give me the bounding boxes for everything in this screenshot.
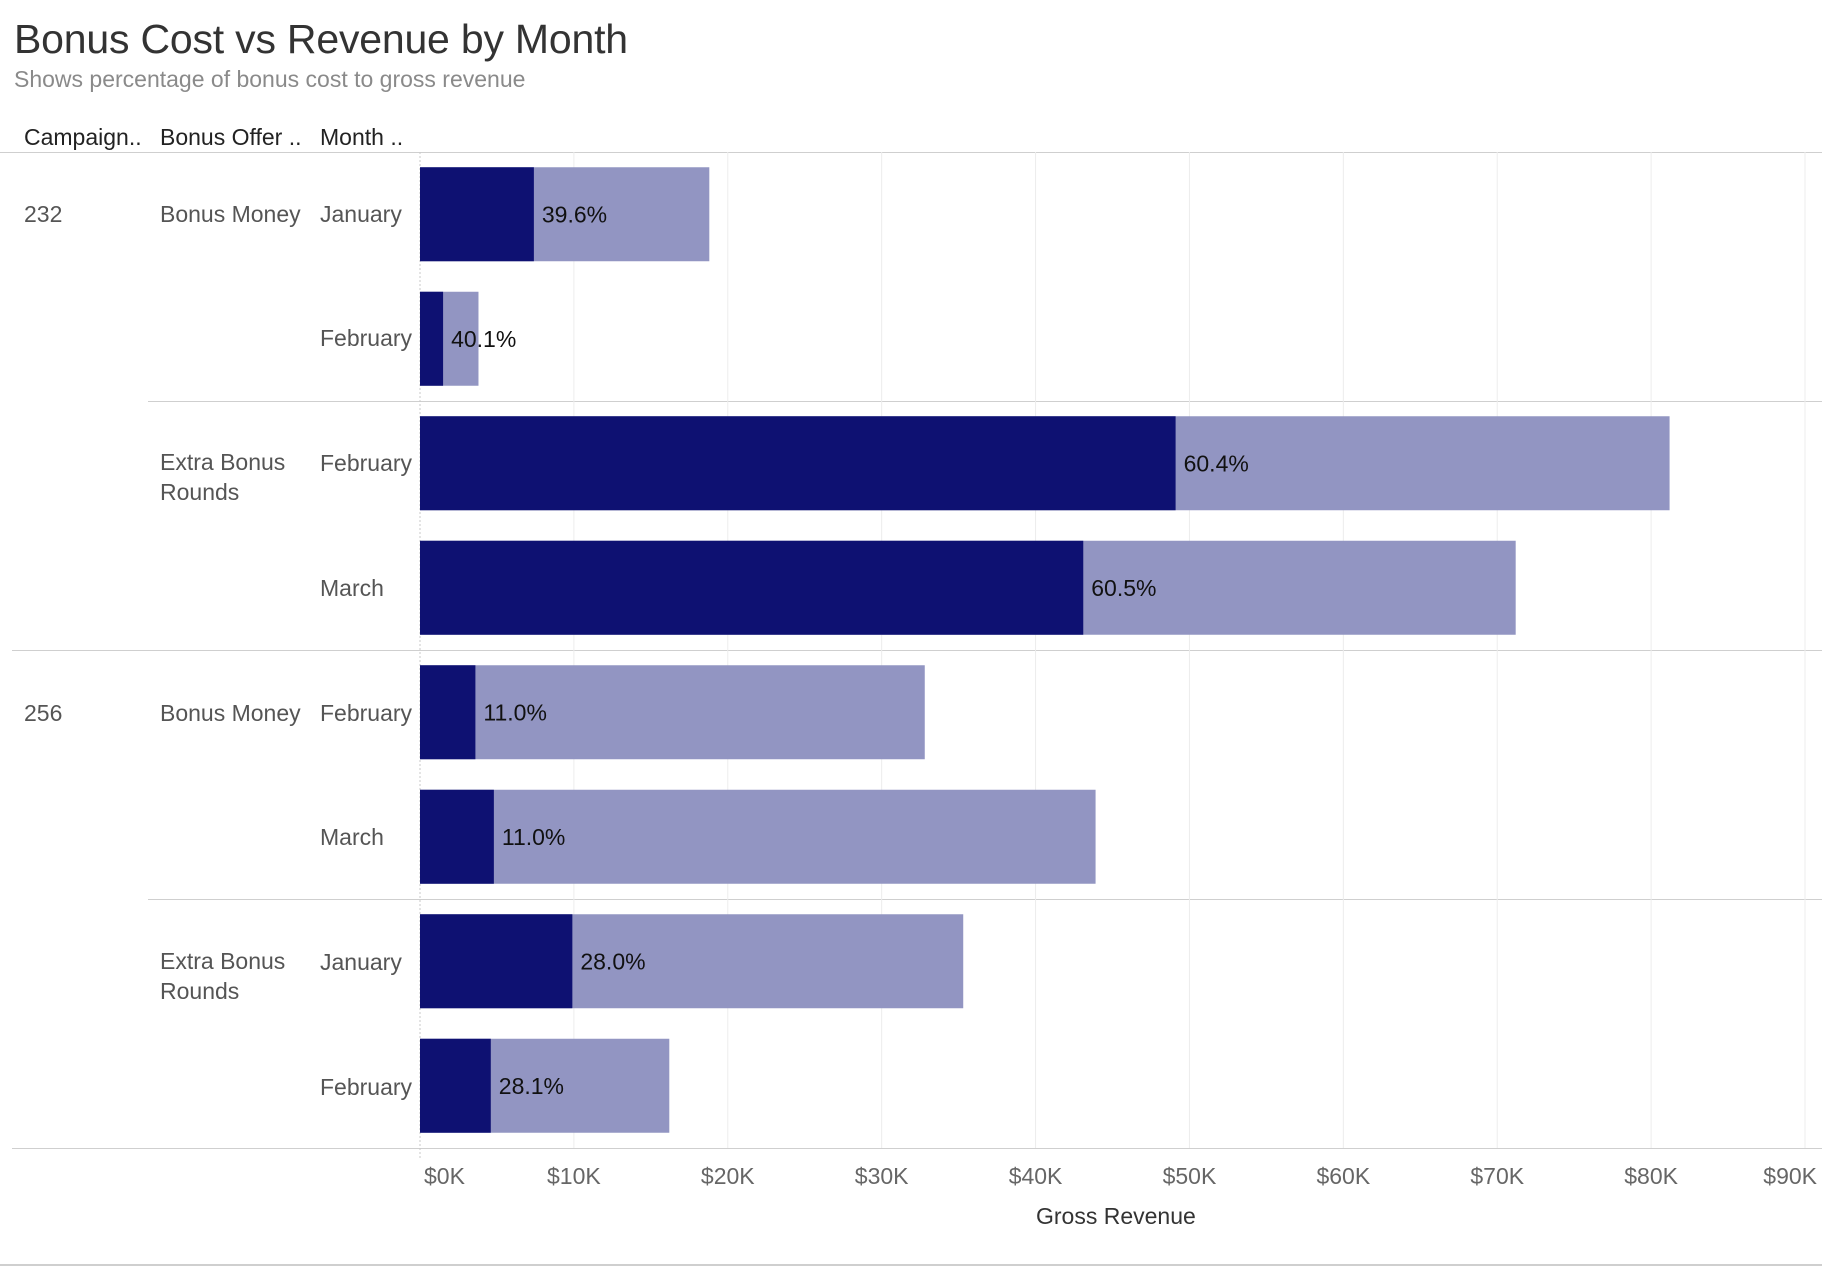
month-label: February: [320, 1074, 413, 1100]
month-label: February: [320, 450, 413, 476]
revenue-bar: [420, 789, 1096, 884]
month-label: February: [320, 325, 413, 351]
bonus-cost-bar: [420, 789, 494, 884]
offer-separator: [148, 899, 1822, 900]
bar-percent-label: 28.1%: [499, 1073, 564, 1099]
x-tick-label: $10K: [547, 1163, 601, 1189]
month-label: January: [320, 949, 402, 975]
x-tick-label: $40K: [1009, 1163, 1063, 1189]
bonus-cost-bar: [420, 167, 534, 262]
revenue-bar: [420, 665, 925, 760]
bar-percent-label: 28.0%: [580, 948, 645, 974]
campaign-label: 232: [24, 201, 63, 227]
bar-percent-label: 11.0%: [483, 699, 547, 725]
header-separator: [0, 152, 1822, 153]
chart-subtitle: Shows percentage of bonus cost to gross …: [14, 66, 526, 92]
bonus-offer-label: Bonus Money: [160, 201, 301, 227]
campaign-label: 256: [24, 700, 63, 726]
bar-percent-label: 60.5%: [1091, 575, 1156, 601]
x-tick-label: $30K: [855, 1163, 909, 1189]
bonus-offer-label: Extra Bonus Rounds: [160, 449, 286, 505]
bonus-offer-label: Extra Bonus Rounds: [160, 948, 286, 1004]
bar-percent-label: 11.0%: [502, 824, 566, 850]
campaign-separator: [12, 650, 1822, 651]
x-tick-label: $50K: [1163, 1163, 1217, 1189]
bonus-offer-label: Bonus Money: [160, 700, 301, 726]
chart-title: Bonus Cost vs Revenue by Month: [14, 16, 628, 62]
bar-percent-label: 60.4%: [1184, 450, 1249, 476]
x-tick-label: $90K: [1763, 1163, 1817, 1189]
bottom-rule: [0, 1264, 1822, 1266]
bonus-cost-bar: [420, 914, 573, 1009]
x-axis-title: Gross Revenue: [1036, 1203, 1196, 1229]
x-tick-label: $0K: [424, 1163, 466, 1189]
axis-separator: [12, 1148, 1822, 1149]
bonus-cost-bar: [420, 1038, 491, 1133]
x-tick-label: $60K: [1316, 1163, 1370, 1189]
bonus-cost-bar: [420, 540, 1084, 635]
bar-percent-label: 40.1%: [451, 326, 516, 352]
month-label: March: [320, 824, 384, 850]
offer-separator: [148, 401, 1822, 402]
bonus-cost-bar: [420, 291, 444, 386]
header-bonus-offer[interactable]: Bonus Offer ..: [160, 124, 302, 150]
header-campaign[interactable]: Campaign..: [24, 124, 142, 150]
bonus-cost-bar: [420, 665, 476, 760]
bonus-cost-bar: [420, 416, 1176, 511]
x-tick-label: $70K: [1470, 1163, 1524, 1189]
month-label: January: [320, 201, 402, 227]
bar-percent-label: 39.6%: [542, 201, 607, 227]
header-month[interactable]: Month ..: [320, 124, 404, 150]
month-label: February: [320, 700, 413, 726]
month-label: March: [320, 575, 384, 601]
x-tick-label: $20K: [701, 1163, 755, 1189]
x-tick-label: $80K: [1624, 1163, 1678, 1189]
